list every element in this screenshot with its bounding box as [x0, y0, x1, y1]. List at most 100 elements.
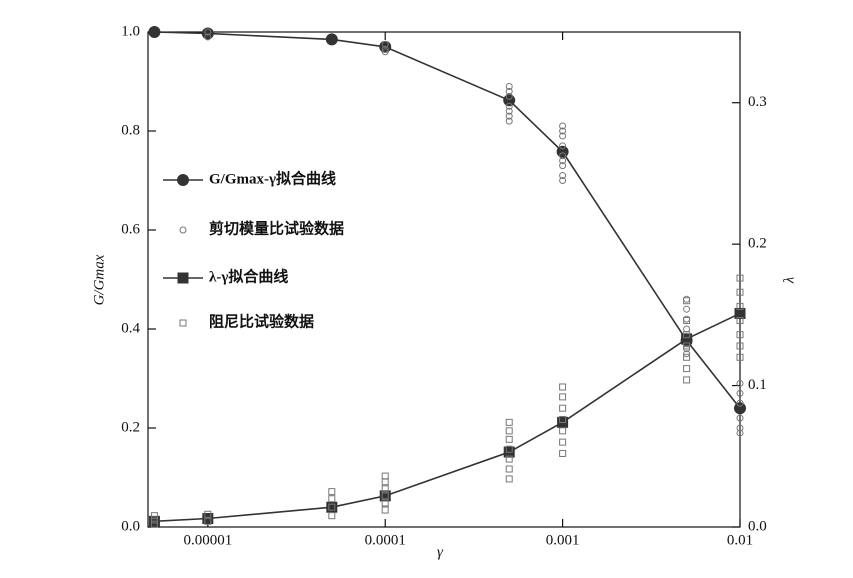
test-point: [381, 472, 389, 480]
test-point: [559, 449, 567, 457]
legend-marker: [179, 319, 187, 327]
test-point: [204, 28, 212, 36]
legend-marker: [177, 272, 189, 284]
test-point: [683, 315, 691, 323]
fit-point: [148, 26, 161, 38]
test-point: [736, 429, 744, 437]
test-point: [683, 331, 691, 339]
legend-marker: [177, 174, 189, 186]
test-point: [328, 488, 336, 496]
y-tick-label: 0.4: [121, 320, 140, 336]
fit-point: [379, 40, 392, 53]
test-point: [683, 297, 691, 305]
legend-label: 剪切模量比试验数据: [209, 219, 344, 237]
y-tick-label: 0.6: [121, 221, 140, 237]
test-point: [381, 506, 389, 514]
test-point: [204, 510, 212, 518]
test-point: [736, 414, 744, 422]
x-tick-label: 0.00001: [183, 532, 232, 548]
test-point: [505, 475, 513, 483]
y-tick-label: 0.8: [121, 122, 140, 138]
test-point: [328, 512, 336, 520]
test-point: [736, 317, 744, 325]
fit-point: [556, 145, 569, 158]
test-point: [683, 353, 691, 361]
x-axis-label: γ: [437, 544, 444, 560]
test-point: [505, 445, 513, 453]
test-point: [381, 478, 389, 486]
test-point: [328, 495, 336, 503]
plot-frame: [147, 31, 741, 528]
test-point: [381, 492, 389, 500]
test-point: [559, 404, 567, 412]
y-tick-label: 1.0: [121, 23, 140, 39]
legend-label: λ-γ拟合曲线: [209, 267, 288, 285]
test-point: [505, 455, 513, 463]
test-point: [736, 353, 744, 361]
fit-point: [734, 307, 746, 319]
test-point: [381, 499, 389, 507]
test-point: [204, 33, 212, 41]
y2-tick-label: 0.0: [748, 518, 767, 534]
fit-point: [681, 333, 693, 345]
test-point: [204, 517, 212, 525]
legend-marker: [179, 226, 187, 234]
test-point: [381, 40, 389, 48]
y2-tick-label: 0.1: [748, 377, 767, 393]
test-point: [736, 399, 744, 407]
x-tick-label: 0.001: [546, 532, 580, 548]
test-point: [505, 427, 513, 435]
test-point: [505, 92, 513, 100]
test-point: [381, 45, 389, 53]
test-point: [559, 122, 567, 130]
test-point: [683, 325, 691, 333]
test-point: [505, 465, 513, 473]
fit-point: [503, 94, 516, 107]
legend-label: 阻尼比试验数据: [209, 312, 314, 330]
test-point: [736, 389, 744, 397]
y-axis-label: G/Gmax: [91, 254, 107, 305]
fit-point: [734, 402, 746, 415]
test-point: [736, 342, 744, 350]
fit-point: [379, 490, 391, 502]
test-point: [505, 117, 513, 125]
test-point: [381, 485, 389, 493]
test-point: [559, 132, 567, 140]
test-point: [559, 152, 567, 160]
test-point: [683, 350, 691, 358]
legend-label: G/Gmax-γ拟合曲线: [209, 169, 336, 187]
test-point: [683, 317, 691, 325]
test-point: [559, 142, 567, 150]
y2-axis-label: λ: [781, 276, 797, 284]
y2-tick-label: 0.3: [748, 94, 767, 110]
test-point: [505, 107, 513, 115]
test-point: [381, 48, 389, 56]
fit-point: [325, 33, 338, 46]
test-point: [559, 416, 567, 424]
test-point: [683, 365, 691, 373]
test-point: [328, 503, 336, 511]
test-point: [559, 438, 567, 446]
test-point: [683, 342, 691, 350]
test-point: [683, 376, 691, 384]
test-point: [505, 87, 513, 95]
test-point: [736, 424, 744, 432]
test-point: [559, 177, 567, 184]
y-tick-label: 0.0: [121, 518, 140, 534]
test-point: [559, 427, 567, 435]
test-point: [736, 331, 744, 339]
test-point: [683, 295, 691, 303]
test-point: [505, 418, 513, 426]
test-point: [736, 288, 744, 296]
y-tick-label: 0.2: [121, 419, 140, 435]
y2-tick-label: 0.2: [748, 236, 767, 252]
test-point: [559, 127, 567, 135]
fit-point: [326, 501, 338, 513]
test-point: [559, 157, 567, 165]
test-point: [559, 383, 567, 391]
test-point: [505, 112, 513, 120]
test-point: [736, 379, 744, 387]
test-point: [150, 516, 158, 524]
test-point: [505, 82, 513, 90]
